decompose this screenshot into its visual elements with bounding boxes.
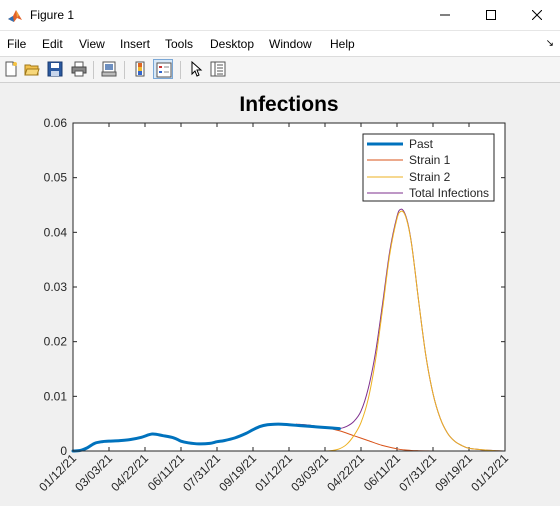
new-figure-icon: [5, 61, 17, 77]
legend[interactable]: Past Strain 1 Strain 2 Total Infections: [362, 133, 495, 202]
property-inspector-icon: [210, 61, 226, 77]
menu-bar: File Edit View Insert Tools Desktop Wind…: [0, 31, 560, 57]
menu-tools[interactable]: Tools: [165, 37, 194, 51]
x-tick-label: 03/03/21: [72, 451, 115, 494]
y-tick-label: 0.04: [44, 225, 68, 239]
save-button[interactable]: [45, 59, 65, 79]
series-line-past: [71, 422, 341, 453]
insert-colorbar-button[interactable]: [130, 59, 150, 79]
link-plot-icon: [101, 61, 117, 77]
link-plot-button[interactable]: [99, 59, 119, 79]
insert-legend-icon: [156, 62, 172, 78]
toolbar-separator: [124, 61, 125, 79]
chart-title: Infections: [239, 93, 338, 116]
open-file-icon: [24, 64, 40, 76]
matlab-icon: [7, 8, 23, 24]
menu-file[interactable]: File: [7, 37, 27, 51]
new-figure-button[interactable]: [1, 59, 21, 79]
x-tick-label: 06/11/21: [145, 451, 188, 494]
edit-plot-pointer-icon: [191, 61, 203, 77]
x-tick-label: 07/31/21: [396, 451, 439, 494]
y-tick-label: 0.06: [44, 116, 68, 130]
legend-label-strain-2: Strain 2: [409, 170, 451, 184]
toolbar-separator: [180, 61, 181, 79]
window-titlebar: Figure 1: [0, 0, 560, 31]
y-tick-label: 0.03: [44, 280, 68, 294]
insert-legend-button[interactable]: [153, 59, 173, 79]
x-tick-label: 07/31/21: [180, 451, 223, 494]
legend-label-past: Past: [409, 137, 434, 151]
menu-view[interactable]: View: [79, 37, 105, 51]
close-icon: [532, 10, 542, 20]
property-inspector-button[interactable]: [208, 59, 228, 79]
axes-box: [72, 122, 506, 452]
x-tick-label: 04/22/21: [324, 451, 367, 494]
menu-window[interactable]: Window: [269, 37, 312, 51]
x-tick-label: 03/03/21: [288, 451, 331, 494]
print-icon: [71, 61, 87, 77]
y-tick-label: 0: [60, 444, 67, 458]
toolbar-separator: [93, 61, 94, 79]
series-line-strain-2: [295, 210, 506, 452]
x-tick-label: 01/12/21: [36, 451, 79, 494]
menu-desktop[interactable]: Desktop: [210, 37, 255, 51]
legend-label-total-infections: Total Infections: [409, 186, 489, 200]
y-tick-label: 0.01: [44, 389, 68, 403]
x-tick-label: 06/11/21: [361, 451, 404, 494]
x-tick-label: 09/19/21: [216, 451, 259, 494]
insert-colorbar-icon: [135, 61, 145, 77]
infections-chart[interactable]: 00.010.020.030.040.050.06 01/12/2103/03/…: [0, 83, 560, 506]
window-title: Figure 1: [30, 8, 75, 22]
minimize-button[interactable]: [422, 0, 468, 30]
menu-insert[interactable]: Insert: [120, 37, 151, 51]
maximize-icon: [486, 10, 496, 20]
maximize-button[interactable]: [468, 0, 514, 30]
x-tick-label: 09/19/21: [432, 451, 475, 494]
menu-help[interactable]: Help: [330, 37, 355, 51]
legend-label-strain-1: Strain 1: [409, 153, 451, 167]
save-icon: [47, 61, 63, 77]
menu-edit[interactable]: Edit: [42, 37, 63, 51]
x-tick-label: 04/22/21: [108, 451, 151, 494]
dock-arrow-icon[interactable]: ↘: [545, 38, 554, 49]
open-file-button[interactable]: [22, 59, 42, 79]
y-axis: 0 0.01 0.02 0.03 0.04 0.05 0.06: [44, 116, 505, 458]
minimize-icon: [440, 14, 450, 16]
x-tick-label: 01/12/21: [252, 451, 295, 494]
edit-plot-button[interactable]: [186, 59, 206, 79]
x-tick-label: 01/12/21: [468, 451, 511, 494]
close-button[interactable]: [514, 0, 560, 30]
print-button[interactable]: [69, 59, 89, 79]
figure-toolbar: [0, 57, 560, 83]
y-tick-label: 0.02: [44, 335, 68, 349]
y-tick-label: 0.05: [44, 171, 68, 185]
